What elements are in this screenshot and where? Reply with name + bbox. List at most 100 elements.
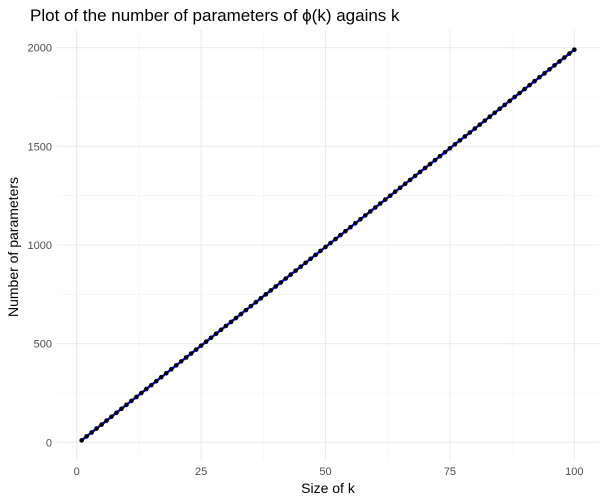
data-point (477, 122, 483, 127)
data-point (84, 434, 89, 439)
data-point (407, 177, 413, 183)
data-point (517, 90, 522, 96)
data-point (153, 378, 159, 384)
data-point (119, 406, 124, 412)
data-point (288, 272, 293, 277)
data-point (228, 319, 234, 325)
data-point (258, 295, 264, 301)
data-point (104, 418, 109, 423)
data-point (253, 299, 259, 305)
data-point (94, 426, 99, 431)
y-tick-label: 0 (46, 437, 52, 449)
data-point (273, 284, 279, 289)
data-point (149, 382, 154, 388)
y-tick-label: 500 (34, 339, 52, 351)
data-point (139, 390, 144, 396)
data-point (482, 118, 488, 123)
data-point (372, 205, 378, 210)
data-point (198, 343, 204, 348)
data-point (109, 414, 114, 419)
data-point (333, 236, 338, 242)
data-point (323, 244, 328, 250)
data-point (183, 355, 189, 360)
data-point (129, 398, 134, 404)
data-point (397, 185, 403, 191)
data-point (283, 276, 289, 281)
data-point (268, 288, 274, 293)
data-point (313, 252, 318, 258)
data-point (472, 126, 478, 131)
data-point (178, 359, 184, 364)
data-point (338, 232, 343, 238)
data-point (492, 110, 498, 116)
data-point (79, 438, 84, 443)
data-point (114, 410, 119, 416)
data-point (392, 189, 398, 195)
data-point (163, 370, 169, 376)
x-tick-label: 75 (444, 466, 456, 478)
data-point (527, 82, 532, 88)
series-line (80, 48, 576, 442)
data-point (89, 430, 94, 435)
data-point (507, 98, 512, 104)
data-point (208, 335, 214, 341)
data-point (437, 153, 443, 159)
data-point (502, 102, 507, 108)
data-point (542, 71, 547, 76)
data-point (144, 386, 149, 392)
data-point (487, 114, 493, 120)
data-point (348, 224, 353, 230)
data-point (532, 78, 537, 84)
data-point (462, 134, 468, 139)
data-point (452, 142, 458, 147)
data-point (447, 146, 453, 151)
data-point (298, 264, 303, 270)
data-point (522, 86, 527, 92)
data-point (377, 201, 383, 206)
data-point (427, 161, 433, 167)
data-point (442, 149, 448, 155)
data-point (557, 59, 562, 64)
data-points (79, 47, 577, 443)
data-point (293, 268, 298, 273)
x-tick-label: 50 (319, 466, 331, 478)
data-point (343, 228, 348, 234)
data-point (134, 394, 139, 400)
y-tick-label: 1000 (28, 240, 52, 252)
data-point (158, 374, 164, 380)
data-point (537, 74, 542, 80)
data-point (218, 327, 224, 333)
data-point (422, 165, 428, 171)
y-tick-label: 2000 (28, 43, 52, 55)
x-tick-label: 25 (195, 466, 207, 478)
data-point (188, 351, 194, 356)
data-point (512, 94, 517, 100)
data-point (238, 311, 244, 317)
data-point (223, 323, 229, 329)
y-tick-label: 1500 (28, 141, 52, 153)
data-point (497, 106, 503, 112)
data-point (572, 47, 577, 52)
data-point (243, 307, 249, 313)
data-point (567, 51, 572, 56)
data-point (382, 197, 388, 202)
x-tick-label: 0 (74, 466, 80, 478)
data-point (318, 248, 323, 254)
data-point (233, 315, 239, 321)
data-point (457, 138, 463, 143)
grid (57, 30, 599, 460)
data-point (358, 217, 363, 222)
data-point (193, 347, 199, 352)
series-path (80, 48, 576, 442)
data-point (387, 193, 393, 198)
data-point (417, 169, 423, 175)
data-point (278, 280, 284, 285)
data-point (308, 256, 313, 262)
data-point (173, 363, 179, 368)
data-point (432, 157, 438, 163)
data-point (412, 173, 418, 179)
data-point (402, 181, 408, 187)
chart-title: Plot of the number of parameters of ϕ(k)… (30, 6, 400, 25)
